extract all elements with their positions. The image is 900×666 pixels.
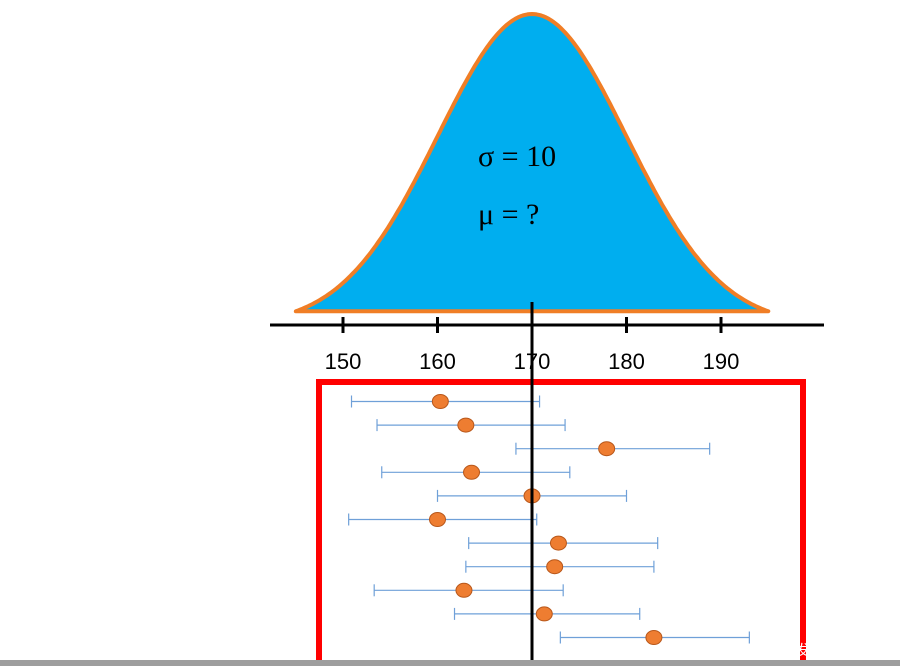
- confidence-interval: [350, 394, 541, 409]
- sample-mean-point: [546, 559, 564, 575]
- sample-mean-point: [645, 630, 663, 645]
- sample-mean-point: [535, 606, 553, 622]
- sample-mean-point: [549, 535, 567, 551]
- mu-formula: μ = ?: [478, 198, 539, 231]
- sample-mean-point: [463, 464, 481, 480]
- confidence-interval: [376, 417, 566, 433]
- confidence-interval: [468, 535, 659, 551]
- watermark: CSDN @头发没了还会再长: [723, 642, 893, 658]
- tick-label: 190: [703, 349, 740, 374]
- sample-mean-point: [431, 394, 449, 409]
- tick-label: 180: [608, 349, 645, 374]
- confidence-interval: [559, 630, 750, 645]
- confidence-interval: [348, 512, 538, 527]
- sigma-formula: σ = 10: [478, 140, 556, 173]
- sample-mean-point: [457, 417, 475, 433]
- confidence-intervals: [348, 394, 750, 645]
- confidence-interval: [381, 464, 571, 480]
- confidence-interval: [515, 441, 711, 457]
- confidence-interval: [465, 559, 655, 575]
- confidence-intervals-highlight-box: [316, 379, 806, 666]
- sample-mean-point: [598, 441, 616, 457]
- tick-label: 150: [325, 349, 362, 374]
- confidence-interval: [453, 606, 641, 622]
- formula-group: σ = 10 μ = ?: [478, 140, 556, 231]
- sample-mean-point: [455, 582, 473, 598]
- confidence-interval: [373, 582, 564, 598]
- tick-label: 160: [419, 349, 456, 374]
- sample-mean-point: [429, 512, 446, 527]
- watermark-bar: [0, 660, 900, 666]
- normal-curve: [293, 12, 771, 314]
